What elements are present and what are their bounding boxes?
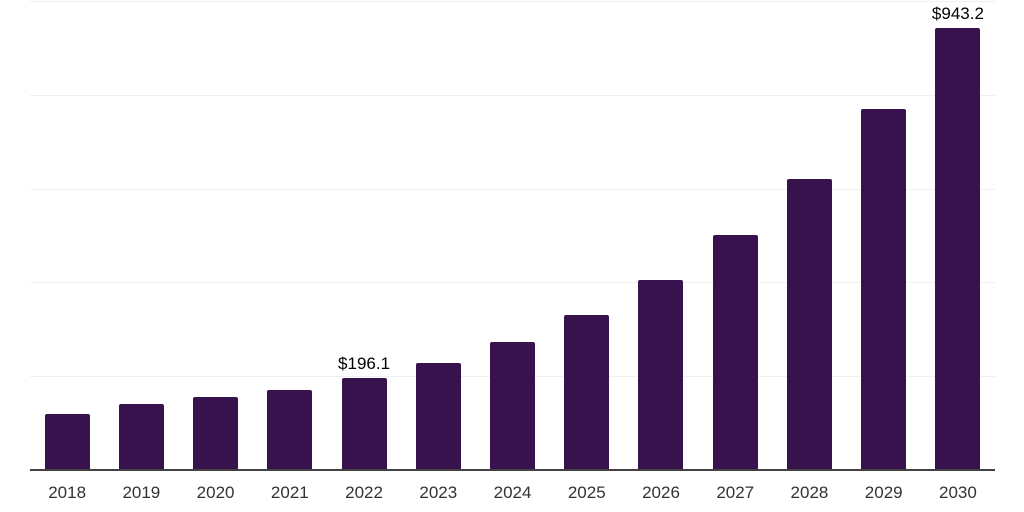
bar-band	[698, 1, 772, 470]
bar	[341, 378, 387, 470]
x-tick-label: 2018	[48, 483, 87, 502]
bar-band	[772, 1, 846, 470]
bar	[44, 413, 90, 470]
bar	[861, 109, 907, 470]
bar-band	[30, 1, 104, 470]
gridline	[30, 1, 995, 2]
x-tick-label: 2024	[493, 483, 532, 502]
x-axis-labels: 2018 2019 2020 2021 2022 2023 2024 2025 2026 2027…	[30, 482, 995, 503]
bar	[267, 389, 313, 470]
bar-band	[475, 1, 549, 470]
bar	[118, 403, 164, 470]
bar-band	[550, 1, 624, 470]
bar	[415, 362, 461, 470]
bar-band	[624, 1, 698, 470]
value-label: $943.2	[931, 3, 984, 23]
x-tick-label: 2027	[716, 483, 755, 502]
bar-band	[401, 1, 475, 470]
bar-band: $196.1	[327, 1, 401, 470]
x-tick-label: 2022	[345, 483, 383, 502]
bar	[935, 27, 981, 470]
bar-band: $943.2	[921, 1, 995, 470]
x-tick-label: 2026	[642, 483, 680, 502]
bar	[490, 341, 536, 470]
bar	[193, 396, 239, 470]
bar	[786, 179, 832, 470]
x-tick-label: 2019	[122, 483, 161, 502]
x-tick-label: 2029	[864, 483, 903, 502]
gridline	[30, 94, 995, 96]
bars-container: $196.1 $943.2	[30, 1, 995, 470]
bar-band	[253, 1, 327, 470]
bar-band	[104, 1, 178, 470]
gridline	[30, 282, 995, 284]
x-tick-label: 2030	[939, 483, 977, 502]
bar-band	[178, 1, 252, 470]
x-tick-label: 2020	[196, 483, 235, 502]
x-tick-label: 2028	[790, 483, 829, 502]
x-tick-label: 2023	[419, 483, 458, 502]
x-tick-label: 2021	[270, 483, 309, 502]
value-label: $196.1	[338, 354, 391, 374]
gridline	[30, 188, 995, 190]
x-tick-label: 2025	[567, 483, 606, 502]
bar-band	[847, 1, 921, 470]
bar	[564, 314, 610, 470]
bar	[712, 234, 758, 470]
x-axis-line	[30, 469, 995, 471]
bar	[638, 280, 684, 470]
